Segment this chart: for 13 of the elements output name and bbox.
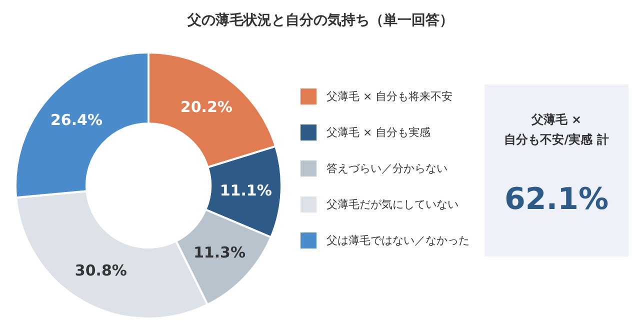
data-label: 11.3% [193,243,246,262]
text: 62.1% [504,182,609,217]
data-label: 30.8% [74,262,127,280]
chart-title: 父の薄毛状況と自分の気持ち（単一回答） [186,12,454,28]
legend-label: 父薄毛 × 自分も将来不安 [326,90,453,103]
text: 父薄毛 × 自分も不安/実感 計 [504,112,609,146]
legend-label: 答えづらい／分からない [326,162,448,175]
legend-label: 父薄毛 × 自分も実感 [326,126,431,139]
data-label: 11.1% [220,181,272,200]
data-label: 26.4% [50,110,103,129]
legend-label: 父は薄毛ではない／なかった [326,234,470,247]
legend-label: 父薄毛だが気にしていない [326,198,458,211]
data-label: 20.2% [180,98,232,116]
